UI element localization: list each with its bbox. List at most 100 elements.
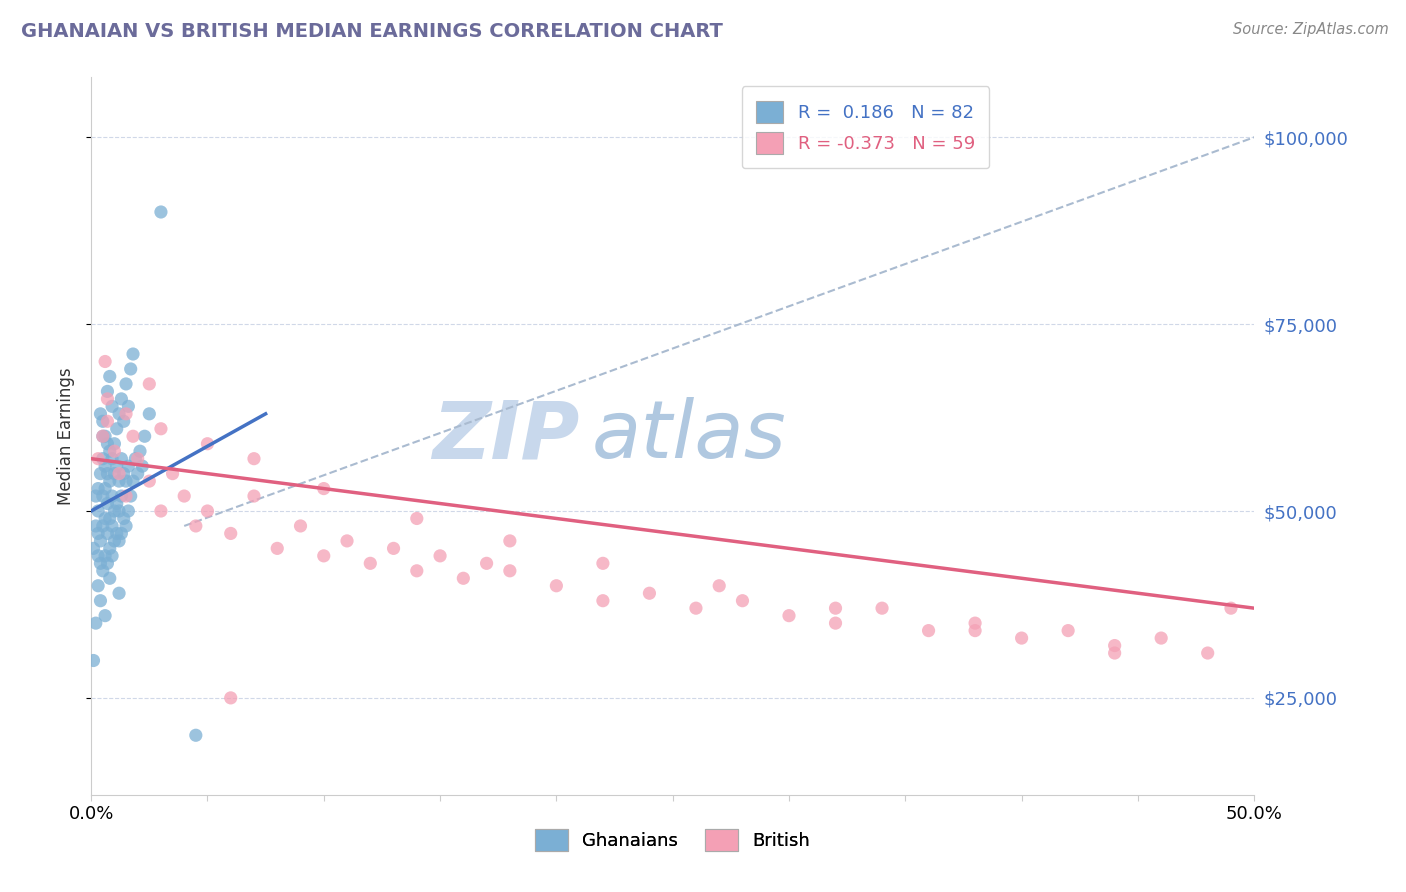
Point <box>108 533 131 548</box>
Point <box>117 459 139 474</box>
Point <box>127 467 149 481</box>
Point <box>103 444 125 458</box>
Point <box>129 444 152 458</box>
Point <box>103 504 125 518</box>
Point <box>138 376 160 391</box>
Point <box>94 608 117 623</box>
Point <box>219 526 242 541</box>
Point <box>266 541 288 556</box>
Point <box>131 459 153 474</box>
Point <box>115 407 138 421</box>
Point <box>87 526 110 541</box>
Y-axis label: Median Earnings: Median Earnings <box>58 368 75 505</box>
Point <box>110 526 132 541</box>
Point <box>82 541 104 556</box>
Point <box>94 429 117 443</box>
Point <box>1057 624 1080 638</box>
Point <box>173 489 195 503</box>
Point <box>149 422 172 436</box>
Point <box>108 467 131 481</box>
Point <box>101 549 124 563</box>
Point <box>290 519 312 533</box>
Point <box>731 593 754 607</box>
Point <box>103 533 125 548</box>
Point <box>101 400 124 414</box>
Point <box>685 601 707 615</box>
Point <box>382 541 405 556</box>
Point <box>149 205 172 219</box>
Point <box>120 362 142 376</box>
Point <box>429 549 451 563</box>
Point <box>965 616 987 631</box>
Point <box>184 728 207 742</box>
Point <box>108 586 131 600</box>
Point <box>824 616 846 631</box>
Point <box>89 533 111 548</box>
Point <box>499 533 522 548</box>
Point <box>101 519 124 533</box>
Point <box>312 482 335 496</box>
Point <box>112 467 135 481</box>
Point <box>91 429 114 443</box>
Point <box>98 444 121 458</box>
Point <box>124 451 146 466</box>
Point <box>162 467 184 481</box>
Text: GHANAIAN VS BRITISH MEDIAN EARNINGS CORRELATION CHART: GHANAIAN VS BRITISH MEDIAN EARNINGS CORR… <box>21 22 723 41</box>
Point <box>1104 646 1126 660</box>
Point <box>134 429 156 443</box>
Point <box>105 526 128 541</box>
Point <box>94 482 117 496</box>
Legend: Ghanaians, British: Ghanaians, British <box>529 822 817 858</box>
Point <box>105 496 128 510</box>
Point <box>453 571 475 585</box>
Point <box>98 571 121 585</box>
Point <box>138 474 160 488</box>
Point <box>778 608 800 623</box>
Point <box>84 616 107 631</box>
Point <box>91 489 114 503</box>
Point <box>546 579 568 593</box>
Point <box>89 593 111 607</box>
Point <box>82 653 104 667</box>
Point <box>405 564 427 578</box>
Point <box>1220 601 1243 615</box>
Point <box>84 519 107 533</box>
Point <box>96 496 118 510</box>
Point <box>108 504 131 518</box>
Point <box>709 579 731 593</box>
Point <box>359 557 381 571</box>
Point <box>89 467 111 481</box>
Point <box>1011 631 1033 645</box>
Point <box>98 541 121 556</box>
Point <box>94 549 117 563</box>
Point <box>219 690 242 705</box>
Point <box>138 407 160 421</box>
Point <box>197 504 219 518</box>
Point <box>115 376 138 391</box>
Point <box>105 459 128 474</box>
Point <box>475 557 498 571</box>
Point <box>917 624 939 638</box>
Point <box>110 392 132 406</box>
Point <box>96 414 118 428</box>
Point <box>96 436 118 450</box>
Point <box>98 474 121 488</box>
Point <box>638 586 661 600</box>
Point <box>965 624 987 638</box>
Point <box>243 451 266 466</box>
Text: ZIP: ZIP <box>432 397 579 475</box>
Point <box>96 392 118 406</box>
Point <box>112 511 135 525</box>
Point <box>1104 639 1126 653</box>
Point <box>101 489 124 503</box>
Point <box>870 601 893 615</box>
Point <box>405 511 427 525</box>
Point <box>94 354 117 368</box>
Text: atlas: atlas <box>592 397 786 475</box>
Point <box>117 504 139 518</box>
Point <box>243 489 266 503</box>
Point <box>96 384 118 399</box>
Point <box>122 347 145 361</box>
Point <box>115 519 138 533</box>
Point <box>120 489 142 503</box>
